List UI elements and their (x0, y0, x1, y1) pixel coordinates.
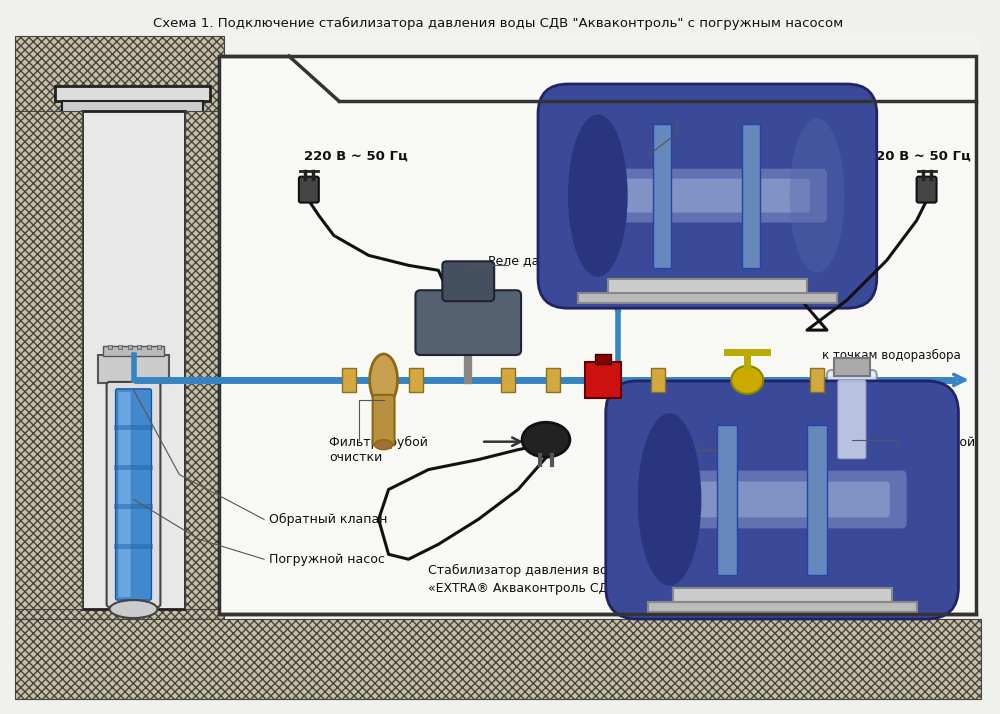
Bar (601, 368, 615, 392)
Text: Фильтр тонкой
очистки: Фильтр тонкой очистки (875, 436, 975, 463)
Ellipse shape (790, 119, 844, 273)
FancyBboxPatch shape (605, 178, 810, 213)
Bar (15, 111, 82, 609)
Bar (717, 425, 737, 575)
Bar (608, 279, 807, 293)
Ellipse shape (568, 114, 628, 277)
FancyBboxPatch shape (658, 471, 907, 528)
Bar (585, 362, 621, 398)
Bar (62, 101, 203, 113)
Bar (157, 345, 161, 349)
Bar (15, 619, 981, 699)
Bar (114, 505, 153, 509)
Bar (118, 345, 122, 349)
Text: 220 В ~ 50 Гц: 220 В ~ 50 Гц (304, 149, 408, 162)
FancyBboxPatch shape (917, 176, 937, 203)
FancyBboxPatch shape (538, 84, 877, 308)
Bar (501, 368, 515, 392)
Bar (114, 544, 153, 549)
Bar (578, 293, 837, 303)
Text: Реле давления воды: Реле давления воды (488, 254, 624, 267)
Bar (114, 425, 153, 430)
Bar (342, 368, 356, 392)
Bar (653, 124, 671, 268)
Bar (55, 86, 210, 101)
Text: Фильтр грубой
очистки: Фильтр грубой очистки (329, 436, 428, 463)
Text: Гидроаккумулятор: Гидроаккумулятор (643, 428, 768, 441)
Bar (219, 56, 976, 614)
Bar (810, 368, 824, 392)
Text: Гидроаккумулятор: Гидроаккумулятор (628, 104, 753, 117)
Bar (108, 345, 112, 349)
FancyBboxPatch shape (373, 395, 395, 446)
Bar (98, 355, 169, 383)
Bar (128, 345, 132, 349)
Bar (185, 111, 224, 609)
FancyBboxPatch shape (415, 291, 521, 355)
Ellipse shape (638, 413, 701, 585)
Ellipse shape (375, 440, 393, 450)
Bar (15, 111, 82, 609)
Ellipse shape (731, 366, 763, 394)
Text: Схема 1. Подключение стабилизатора давления воды СДВ "Акваконтроль" с погружным : Схема 1. Подключение стабилизатора давле… (153, 16, 843, 30)
FancyBboxPatch shape (107, 382, 160, 607)
Bar (740, 368, 754, 392)
Text: Стабилизатор давления воды
«EXTRA® Акваконтроль СДВ»: Стабилизатор давления воды «EXTRA® Аквак… (428, 563, 626, 595)
Text: Погружной насос: Погружной насос (269, 553, 385, 565)
FancyBboxPatch shape (588, 169, 827, 223)
Bar (595, 354, 611, 364)
Bar (15, 619, 981, 699)
Bar (807, 425, 827, 575)
Text: Обратный клапан: Обратный клапан (269, 513, 388, 526)
Text: к точкам водоразбора: к точкам водоразбора (822, 348, 961, 361)
Bar (409, 368, 423, 392)
Bar (15, 36, 224, 669)
Bar (82, 111, 185, 609)
Bar (68, 96, 197, 144)
FancyBboxPatch shape (838, 380, 866, 458)
Bar (15, 36, 224, 669)
Bar (673, 588, 892, 602)
Bar (742, 124, 760, 268)
FancyBboxPatch shape (606, 381, 958, 619)
FancyBboxPatch shape (442, 261, 494, 301)
FancyBboxPatch shape (827, 370, 877, 470)
Bar (137, 345, 141, 349)
Bar (114, 465, 153, 470)
FancyBboxPatch shape (119, 392, 131, 597)
Bar (103, 346, 164, 356)
FancyBboxPatch shape (299, 176, 319, 203)
Bar (147, 345, 151, 349)
FancyBboxPatch shape (675, 481, 890, 518)
Bar (546, 368, 560, 392)
Bar (651, 368, 665, 392)
Ellipse shape (522, 422, 570, 457)
Ellipse shape (370, 354, 398, 406)
Text: 220 В ~ 50 Гц: 220 В ~ 50 Гц (867, 149, 971, 162)
Bar (185, 111, 224, 609)
Bar (834, 358, 870, 376)
Bar (648, 602, 917, 612)
FancyBboxPatch shape (116, 389, 151, 600)
Ellipse shape (110, 600, 157, 618)
